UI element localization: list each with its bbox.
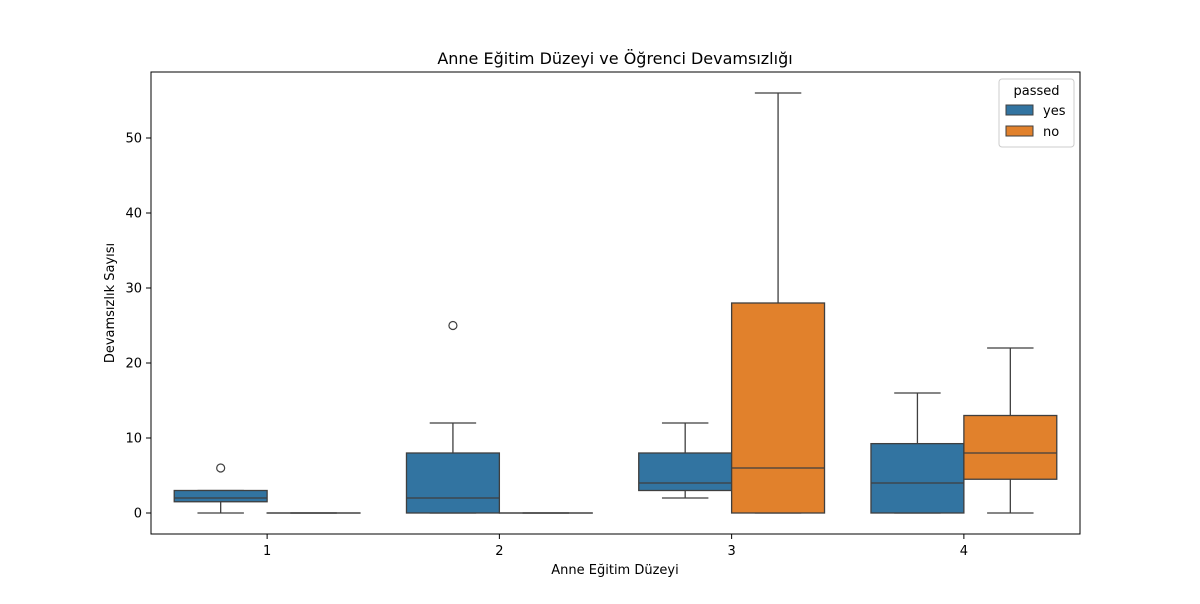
chart-title: Anne Eğitim Düzeyi ve Öğrenci Devamsızlı… xyxy=(437,49,792,68)
box-yes-2 xyxy=(406,453,499,513)
legend-label-no: no xyxy=(1043,125,1059,140)
legend-swatch-yes xyxy=(1006,105,1033,115)
y-tick-label: 40 xyxy=(125,207,142,222)
y-tick-label: 0 xyxy=(134,507,142,522)
legend-swatch-no xyxy=(1006,126,1033,136)
x-tick-label: 1 xyxy=(263,544,271,559)
x-tick-label: 4 xyxy=(960,544,968,559)
box-yes-1 xyxy=(174,491,267,502)
box-yes-4 xyxy=(871,444,964,513)
x-tick-label: 3 xyxy=(727,544,735,559)
y-axis-label: Devamsızlık Sayısı xyxy=(103,243,118,363)
x-axis-label: Anne Eğitim Düzeyi xyxy=(551,563,678,578)
y-tick-label: 50 xyxy=(125,132,142,147)
legend-title: passed xyxy=(1013,84,1059,99)
legend-label-yes: yes xyxy=(1043,104,1066,119)
y-tick-label: 10 xyxy=(125,432,142,447)
box-no-4 xyxy=(964,416,1057,480)
x-tick-label: 2 xyxy=(495,544,503,559)
y-tick-label: 20 xyxy=(125,357,142,372)
box-no-3 xyxy=(732,303,825,513)
box-yes-3 xyxy=(639,453,732,491)
legend: passed yes no xyxy=(999,79,1074,147)
y-tick-label: 30 xyxy=(125,282,142,297)
